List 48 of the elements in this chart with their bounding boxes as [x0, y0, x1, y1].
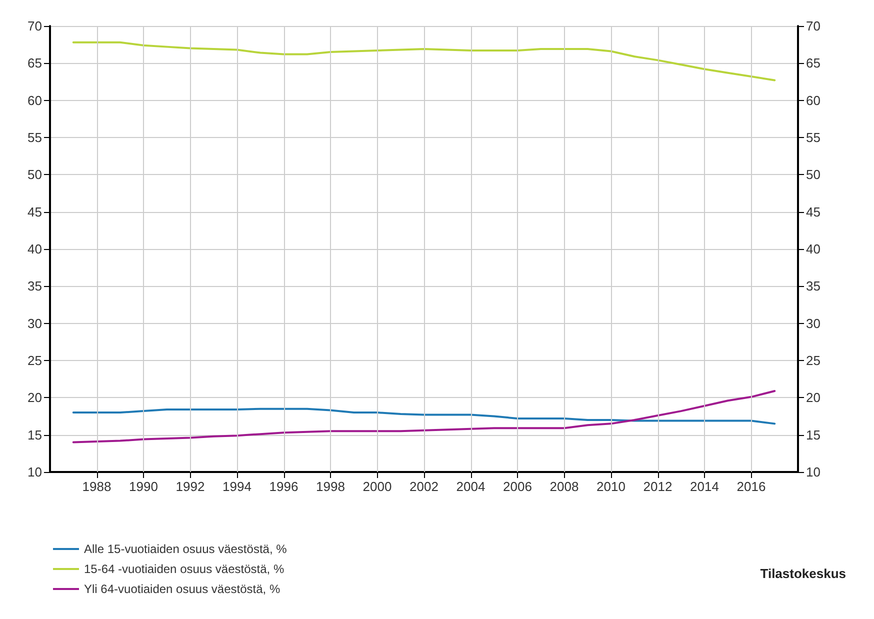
y2-tick-label: 30: [806, 316, 820, 331]
y-tick-label: 15: [28, 427, 42, 442]
text: Tilastokeskus: [760, 566, 846, 581]
x-tick-label: 2008: [550, 479, 579, 494]
x-tick-label: 2010: [596, 479, 626, 494]
y-tick-label: 20: [28, 390, 42, 406]
x-tick-label: 2016: [736, 479, 766, 494]
y2-tick-label: 15: [806, 427, 820, 442]
y-tick-label: 55: [28, 130, 42, 145]
y2-tick-label: 40: [806, 242, 820, 256]
y2-tick-label: 25: [806, 353, 820, 368]
y2-tick-label: 70: [806, 18, 820, 34]
y-tick-label: 40: [28, 242, 42, 256]
x-tick-label: 2002: [410, 479, 438, 494]
x-tick-label: 2012: [643, 479, 672, 494]
x-tick-label: 1994: [222, 479, 252, 494]
line-series: [72, 41, 776, 82]
y-tick-label: 25: [28, 353, 42, 368]
legend-label: Yli 64-vuotiaiden osuus väestöstä, %: [84, 582, 280, 596]
x-tick-label: 1988: [82, 479, 112, 494]
x-tick-label: 2004: [456, 479, 486, 494]
line-series: [72, 390, 776, 444]
y2-tick-label: 10: [806, 464, 820, 480]
y2-tick-label: 60: [806, 92, 820, 108]
y-tick-label: 70: [28, 18, 42, 34]
y2-tick-label: 20: [806, 390, 820, 406]
y2-tick-label: 65: [806, 56, 820, 71]
x-tick-label: 1990: [129, 479, 158, 494]
legend-label: 15-64 -vuotiaiden osuus väestöstä, %: [84, 562, 284, 576]
y2-tick-label: 50: [806, 167, 820, 182]
y-tick-label: 50: [28, 167, 42, 182]
x-tick-label: 1998: [316, 479, 345, 494]
legend-label: Alle 15-vuotiaiden osuus väestöstä, %: [84, 542, 288, 556]
x-tick-label: 1992: [176, 479, 205, 494]
y-tick-label: 45: [28, 204, 42, 220]
x-tick-label: 2000: [362, 479, 392, 494]
x-tick-label: 2006: [503, 479, 532, 494]
y-tick-label: 35: [28, 278, 42, 294]
line-series: [72, 408, 776, 425]
y-tick-label: 30: [28, 316, 42, 331]
y2-tick-label: 35: [806, 278, 820, 294]
y2-tick-label: 45: [806, 204, 820, 220]
x-tick-label: 2014: [690, 479, 719, 494]
y-tick-label: 65: [28, 56, 42, 71]
y-tick-label: 10: [28, 464, 42, 480]
x-tick-label: 1996: [269, 479, 298, 494]
y-tick-label: 60: [28, 92, 42, 108]
y2-tick-label: 55: [806, 130, 820, 145]
